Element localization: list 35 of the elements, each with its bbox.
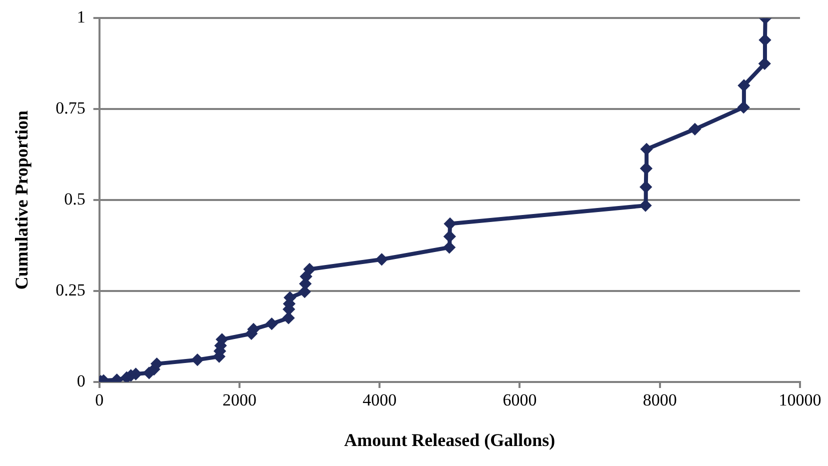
point (640, 162, 652, 174)
x-tick-label: 6000 (502, 390, 537, 410)
x-tick-label: 10000 (778, 390, 822, 410)
x-axis-title: Amount Released (Gallons) (344, 430, 556, 450)
x-tick-label: 4000 (362, 390, 397, 410)
point (216, 334, 228, 345)
point (266, 318, 278, 330)
x-tick-label: 8000 (642, 390, 677, 410)
y-tick-label: 0.5 (64, 190, 86, 209)
x-tick-label: 0 (95, 390, 104, 410)
point (641, 144, 652, 155)
point (444, 230, 456, 242)
x-tick-label: 2000 (222, 390, 256, 410)
y-tick-label: 0 (76, 371, 86, 390)
point (738, 102, 750, 113)
y-axis-title: Cumulative Proportion (11, 110, 32, 290)
point (304, 264, 316, 275)
point (444, 218, 456, 230)
point (299, 286, 310, 298)
point (444, 242, 455, 253)
point (300, 271, 312, 282)
point (640, 200, 652, 212)
point (376, 254, 388, 265)
point (151, 358, 162, 370)
y-tick-label: 0.75 (56, 98, 86, 118)
point (283, 312, 294, 324)
point (759, 34, 770, 46)
y-tick-label: 0.25 (56, 280, 86, 300)
point (300, 278, 311, 290)
point (192, 354, 203, 366)
point (640, 182, 652, 193)
y-tick-label: 1 (76, 8, 86, 27)
point (738, 80, 750, 92)
point (759, 58, 770, 70)
point (689, 124, 700, 135)
